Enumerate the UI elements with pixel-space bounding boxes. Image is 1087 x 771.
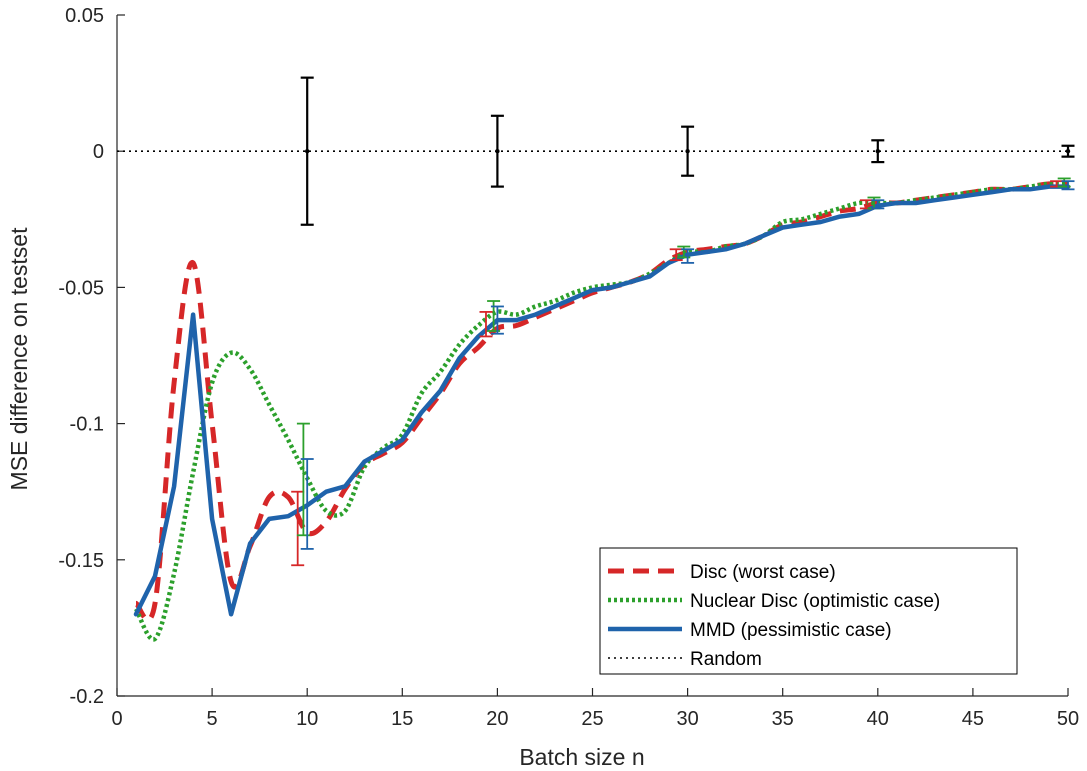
y-tick-label: 0	[93, 141, 104, 163]
legend: Disc (worst case) Nuclear Disc (optimisti…	[599, 547, 1018, 675]
legend-label: MMD (pessimistic case)	[690, 620, 892, 641]
y-axis-label: MSE difference on testset	[6, 227, 32, 491]
error-bar-center	[495, 149, 500, 154]
y-ticks: -0.2 -0.15 -0.1 -0.05 0 0.05	[58, 5, 125, 708]
x-tick-label: 0	[111, 708, 122, 730]
x-tick-label: 25	[581, 708, 603, 730]
error-bar	[300, 458, 314, 550]
y-tick-label: -0.15	[58, 550, 104, 572]
legend-entry: Random	[608, 649, 762, 670]
legend-entry: Nuclear Disc (optimistic case)	[608, 591, 940, 612]
legend-label: Random	[690, 649, 762, 670]
y-tick-label: -0.2	[70, 686, 104, 708]
x-tick-label: 5	[207, 708, 218, 730]
legend-entry: Disc (worst case)	[608, 562, 836, 583]
legend-entry: MMD (pessimistic case)	[608, 620, 892, 641]
error-bar-center	[1065, 149, 1071, 154]
error-bar	[291, 490, 305, 567]
error-bar-center	[875, 149, 880, 154]
error-bar-center	[685, 149, 690, 154]
x-ticks: 0 5 10 15 20 25 30 35 40 45 50	[111, 688, 1079, 730]
x-tick-label: 10	[296, 708, 318, 730]
error-bar	[1061, 180, 1075, 191]
x-tick-label: 50	[1057, 708, 1079, 730]
error-bar	[1061, 144, 1075, 158]
error-bar	[490, 305, 504, 335]
y-tick-label: -0.1	[70, 414, 104, 436]
y-tick-label: 0.05	[65, 5, 104, 27]
x-tick-label: 40	[867, 708, 889, 730]
error-bar-center	[305, 149, 310, 154]
error-bar	[681, 248, 695, 264]
x-tick-label: 45	[962, 708, 984, 730]
error-bar	[669, 248, 683, 262]
y-tick-label: -0.05	[58, 277, 104, 299]
x-tick-label: 30	[676, 708, 698, 730]
legend-label: Disc (worst case)	[690, 562, 836, 583]
error-bar	[871, 139, 885, 164]
error-bars	[291, 76, 1075, 567]
error-bar	[871, 199, 885, 210]
series-line-nuclear-disc-optimistic-case	[133, 181, 1069, 642]
error-bar	[681, 125, 695, 177]
x-tick-label: 15	[391, 708, 413, 730]
x-tick-label: 20	[486, 708, 508, 730]
error-bar	[300, 76, 314, 226]
series	[117, 150, 1071, 642]
x-axis-label: Batch size n	[519, 744, 644, 770]
series-line-mmd-pessimistic-case	[133, 184, 1071, 617]
error-bar	[490, 114, 504, 188]
legend-label: Nuclear Disc (optimistic case)	[690, 591, 940, 612]
x-tick-label: 35	[772, 708, 794, 730]
error-bar	[479, 311, 493, 338]
